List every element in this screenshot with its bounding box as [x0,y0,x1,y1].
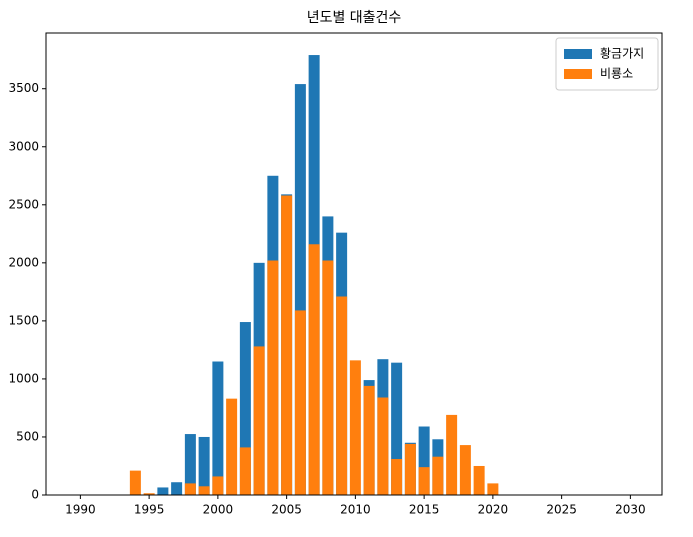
bar [239,322,251,495]
bar [184,434,196,495]
y-tick-label: 3000 [8,139,39,153]
x-tick-label: 2000 [203,503,234,517]
legend-swatch [564,49,592,59]
bar [198,436,210,495]
y-tick-label: 1500 [8,313,39,327]
bar [391,459,403,495]
bar [129,470,141,495]
bar [143,493,155,495]
bar [226,398,238,495]
x-tick-label: 2030 [615,503,646,517]
legend-label: 황금가지 [600,47,644,61]
bar [418,426,430,495]
bar [294,310,306,495]
bar [404,443,416,495]
x-tick-label: 1990 [65,503,96,517]
bar [184,483,196,495]
x-tick-label: 2025 [546,503,577,517]
bar [418,467,430,495]
bar [432,456,444,495]
bar [308,244,320,495]
bar [391,362,403,495]
x-tick-label: 2010 [340,503,371,517]
bar [171,482,183,495]
bar [349,360,361,495]
chart-title: 년도별 대출건수 [307,10,402,26]
plot-frame [45,32,663,496]
y-tick-label: 3500 [8,81,39,95]
bar [336,296,348,495]
x-tick-label: 1995 [134,503,165,517]
x-tick-label: 2005 [271,503,302,517]
bar [212,361,224,495]
y-tick-label: 0 [31,488,39,502]
bar [322,260,334,495]
bar [377,397,389,495]
bar [487,483,499,495]
bar [198,486,210,495]
x-tick-label: 2015 [409,503,440,517]
legend-swatch [564,69,592,79]
bar [281,195,293,495]
bar [294,84,306,495]
bar [253,346,265,495]
bar [446,414,458,495]
y-tick-label: 1000 [8,371,39,385]
bar [212,476,224,495]
y-tick-label: 500 [16,429,39,443]
bar [459,445,471,495]
y-tick-label: 2500 [8,197,39,211]
legend-label: 비룡소 [600,67,633,81]
bar [157,487,169,495]
x-tick-label: 2020 [478,503,509,517]
bar [473,465,485,495]
bar [363,385,375,495]
bar [267,260,279,495]
bar [239,447,251,495]
y-tick-label: 2000 [8,255,39,269]
